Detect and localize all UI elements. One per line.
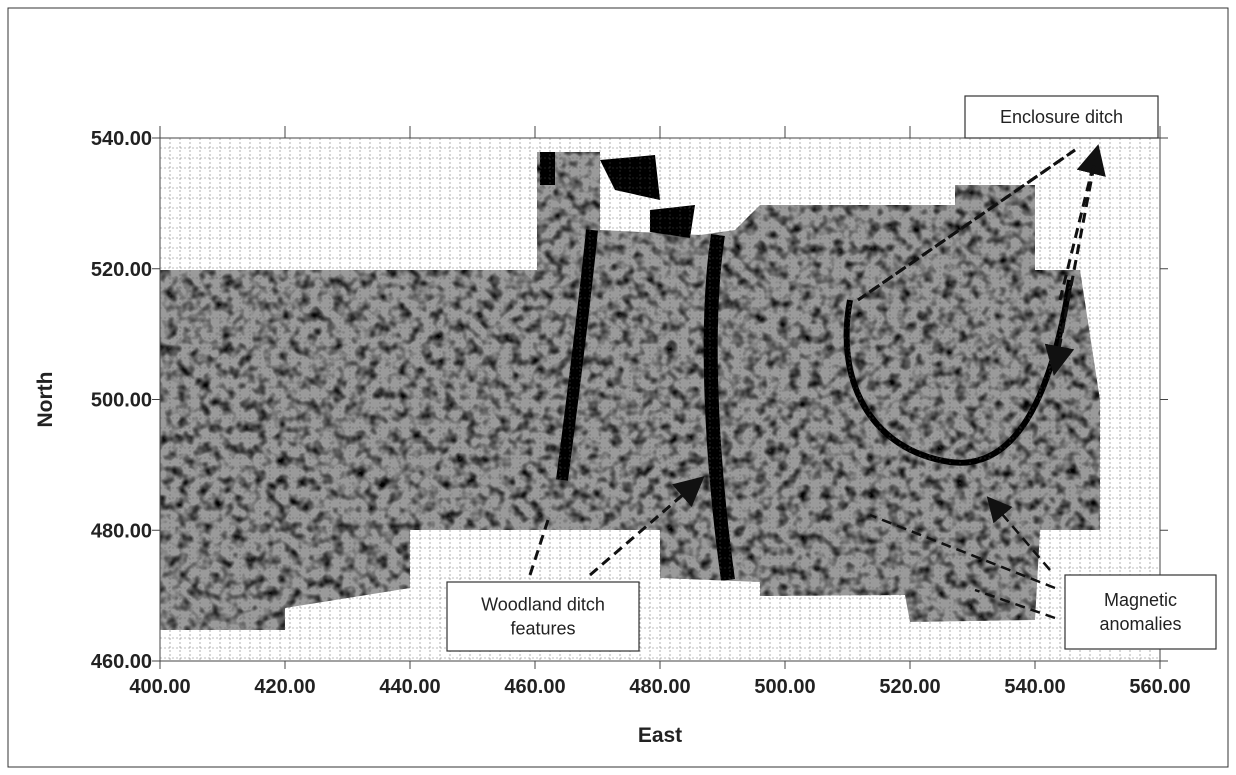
- annotation-text: features: [510, 619, 575, 639]
- x-tick-label: 460.00: [504, 676, 565, 698]
- x-tick-label: 500.00: [754, 676, 815, 698]
- x-tick-label: 400.00: [129, 676, 190, 698]
- annotation-text: anomalies: [1099, 614, 1181, 634]
- annotation-text: Woodland ditch: [481, 595, 605, 615]
- annotation-text: Enclosure ditch: [1000, 107, 1123, 127]
- x-tick-label: 560.00: [1129, 676, 1190, 698]
- y-tick-label: 500.00: [91, 390, 152, 412]
- x-tick-label: 520.00: [879, 676, 940, 698]
- chart: 400.00 420.00 440.00 460.00 480.00 500.00 520.…: [0, 0, 1236, 775]
- x-tick-label: 440.00: [379, 676, 440, 698]
- x-axis-label: East: [638, 724, 682, 747]
- x-tick-label: 540.00: [1004, 676, 1065, 698]
- y-tick-label: 480.00: [91, 520, 152, 542]
- x-tick-label: 420.00: [254, 676, 315, 698]
- annotation-box: [447, 582, 639, 651]
- annotation-box: [1065, 575, 1216, 649]
- annotation-text: Magnetic: [1104, 590, 1177, 610]
- y-tick-label: 460.00: [91, 651, 152, 673]
- y-axis-label: North: [34, 372, 57, 428]
- y-tick-label: 520.00: [91, 259, 152, 281]
- x-tick-label: 480.00: [629, 676, 690, 698]
- y-tick-label: 540.00: [91, 128, 152, 150]
- magnetometry-raster: [160, 140, 1110, 640]
